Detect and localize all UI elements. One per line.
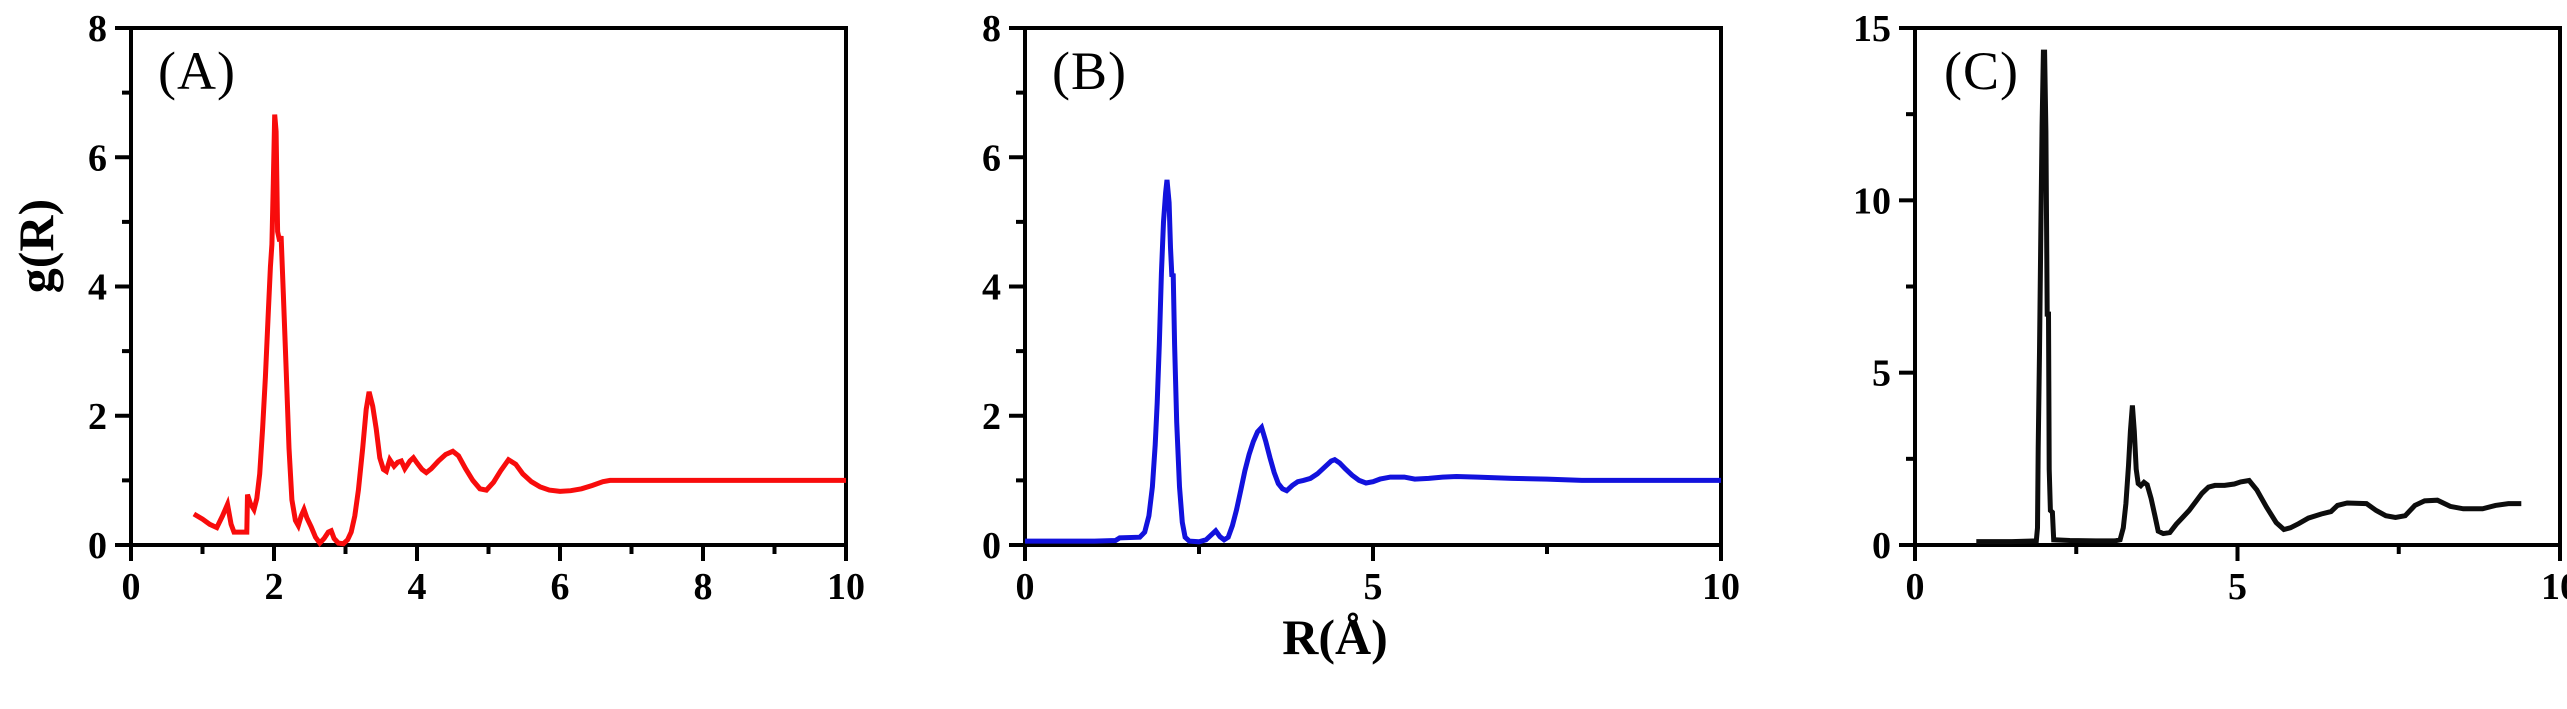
panel-b-axes-box xyxy=(1023,26,1723,547)
panel-label-a: (A) xyxy=(158,41,236,101)
panel-b-x-tick-label: 10 xyxy=(1702,566,1740,608)
panel-a-x-tick-label: 4 xyxy=(408,566,427,608)
panel-a-y-tick-label: 0 xyxy=(88,525,107,567)
panel-c-x-tick-label: 10 xyxy=(2541,566,2567,608)
panel-a-x-tick-label: 6 xyxy=(551,566,570,608)
panel-c-x-tick-label: 5 xyxy=(2228,566,2247,608)
panel-a-y-tick-label: 4 xyxy=(88,267,107,309)
panel-b-y-tick-label: 8 xyxy=(982,8,1001,50)
panel-a-y-tick-label: 8 xyxy=(88,8,107,50)
panel-c-y-tick-label: 10 xyxy=(1853,180,1891,222)
panel-a-x-tick-label: 2 xyxy=(265,566,284,608)
panel-c-y-tick-label: 0 xyxy=(1872,525,1891,567)
panel-b-y-tick-label: 2 xyxy=(982,396,1001,438)
panel-a-x-tick-label: 10 xyxy=(827,566,865,608)
panel-c-y-tick-label: 5 xyxy=(1872,353,1891,395)
y-axis-label: g(R) xyxy=(8,198,64,294)
panel-a-y-tick-label: 6 xyxy=(88,137,107,179)
panel-a-x-tick-label: 8 xyxy=(694,566,713,608)
x-axis-label: R(Å) xyxy=(1282,609,1388,665)
panel-label-b: (B) xyxy=(1052,41,1127,101)
panel-c-curve xyxy=(1976,49,2522,545)
panel-label-c: (C) xyxy=(1944,41,2019,101)
panel-c-x-tick-label: 0 xyxy=(1906,566,1925,608)
panel-b-y-tick-label: 4 xyxy=(982,267,1001,309)
panel-c-y-tick-label: 15 xyxy=(1853,8,1891,50)
panel-b-y-tick-label: 6 xyxy=(982,137,1001,179)
panel-b-x-tick-label: 0 xyxy=(1016,566,1035,608)
panel-b-curve xyxy=(1025,179,1721,545)
panel-b-x-tick-label: 5 xyxy=(1364,566,1383,608)
panel-a-axes-box xyxy=(129,26,848,547)
panel-a-y-tick-label: 2 xyxy=(88,396,107,438)
panel-a-x-tick-label: 0 xyxy=(122,566,141,608)
panel-a-curve xyxy=(192,114,846,548)
panel-c-axes-box xyxy=(1913,26,2562,547)
panel-b-y-tick-label: 0 xyxy=(982,525,1001,567)
